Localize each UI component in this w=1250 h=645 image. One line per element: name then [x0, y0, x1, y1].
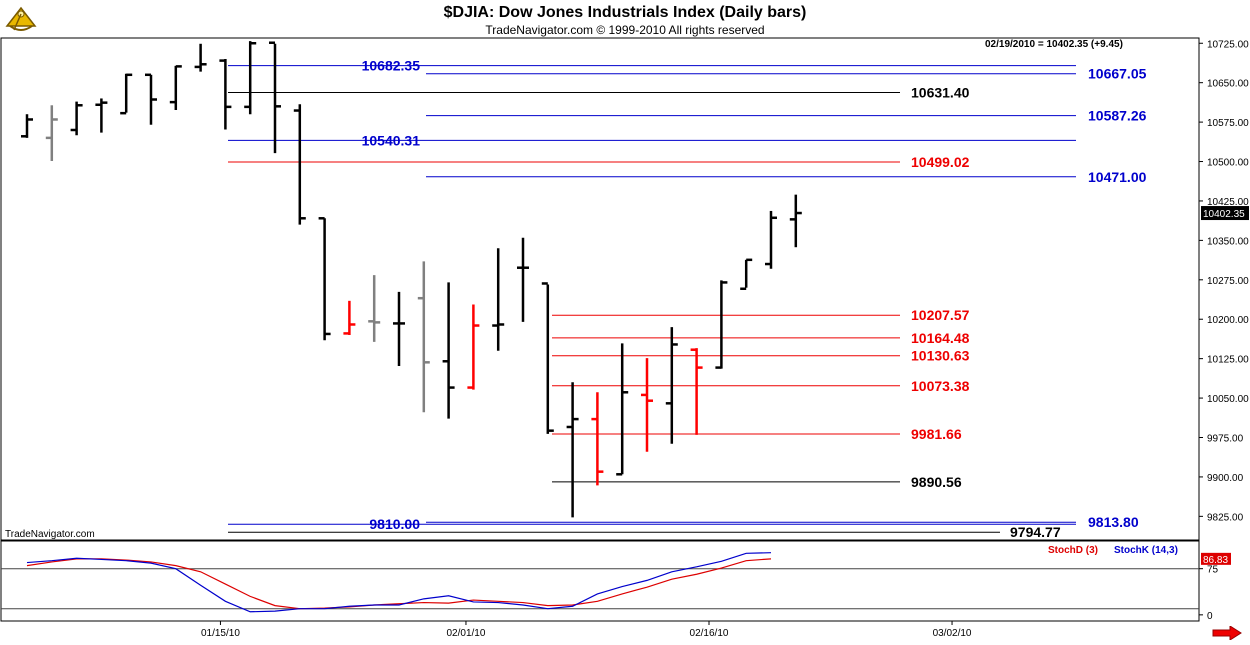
ohlc-bar: [21, 114, 33, 138]
level-label: 9794.77: [1010, 524, 1061, 540]
price-tick-label: 10050.00: [1207, 394, 1249, 405]
ohlc-bar: [765, 210, 777, 269]
sextant-logo-icon: [4, 4, 38, 34]
ohlc-bar: [566, 382, 579, 518]
level-label: 10073.38: [911, 378, 970, 394]
level-label: 10667.05: [1088, 66, 1147, 82]
ohlc-bar: [442, 282, 455, 419]
level-label: 10164.48: [911, 330, 970, 346]
ohlc-bar: [219, 59, 232, 130]
last-price-label: 10402.35: [1203, 209, 1245, 220]
date-tick-label: 03/02/10: [933, 628, 972, 639]
fib-levels: 10682.35 10667.05 10631.40 10587.26 10540.31…: [228, 58, 1147, 540]
next-arrow-icon[interactable]: [1212, 625, 1242, 641]
ohlc-bar: [244, 41, 257, 115]
price-panel-frame: [0, 37, 1200, 541]
ohlc-bar: [45, 105, 58, 162]
ohlc-bar: [641, 358, 653, 452]
ohlc-bar: [318, 217, 331, 341]
ohlc-bar: [541, 282, 554, 434]
stoch-tick-label: 0: [1207, 611, 1213, 622]
level-label: 10207.57: [911, 307, 970, 323]
ohlc-bar: [517, 237, 529, 322]
ohlc-bar: [70, 101, 83, 136]
level-label: 10499.02: [911, 154, 970, 170]
ohlc-bar: [368, 275, 381, 342]
stoch-last-label: 86.83: [1203, 555, 1228, 566]
level-label: 9890.56: [911, 474, 962, 490]
date-axis: 01/15/10 02/01/10 02/16/10 03/02/10: [201, 621, 972, 639]
ohlc-bar: [690, 348, 703, 435]
ohlc-bar: [616, 343, 629, 476]
ohlc-bar: [95, 98, 108, 133]
level-label: 10587.26: [1088, 108, 1147, 124]
level-label: 10130.63: [911, 348, 970, 364]
level-label: 10540.31: [362, 132, 421, 148]
level-label: 9981.66: [911, 426, 962, 442]
ohlc-bar: [293, 104, 306, 225]
price-tick-label: 9900.00: [1207, 473, 1244, 484]
level-label: 10631.40: [911, 84, 970, 100]
price-tick-label: 10200.00: [1207, 315, 1249, 326]
ohlc-bar: [393, 291, 405, 367]
watermark-text: TradeNavigator.com: [5, 529, 95, 540]
ohlc-bar: [591, 392, 604, 486]
price-tick-label: 9975.00: [1207, 433, 1244, 444]
ohlc-bar: [492, 248, 505, 351]
stoch-legend-k: StochK (14,3): [1114, 545, 1178, 556]
stoch-series-line: [26, 558, 772, 610]
ohlc-bar: [789, 194, 802, 248]
price-tick-label: 10500.00: [1207, 158, 1249, 169]
stoch-series-line: [26, 552, 772, 613]
ohlc-bar: [120, 73, 133, 115]
ohlc-bar: [715, 280, 728, 369]
ohlc-bar: [169, 65, 182, 111]
chart-title: $DJIA: Dow Jones Industrials Index (Dail…: [443, 4, 807, 21]
ohlc-bar: [740, 258, 753, 290]
price-tick-label: 10575.00: [1207, 118, 1249, 129]
price-bars: [21, 41, 802, 518]
ohlc-bar: [269, 41, 281, 154]
ohlc-bar: [467, 304, 480, 390]
level-label: 9810.00: [369, 516, 420, 532]
price-tick-label: 10425.00: [1207, 197, 1249, 208]
stoch-last-badge: [1201, 552, 1231, 565]
stoch-tick-label: 75: [1207, 565, 1219, 576]
level-label: 10682.35: [362, 58, 421, 74]
copyright-text: TradeNavigator.com © 1999-2010 All right…: [485, 23, 765, 37]
stoch-panel-frame: [0, 540, 1200, 622]
price-tick-label: 10125.00: [1207, 355, 1249, 366]
ohlc-bar: [145, 73, 157, 125]
date-tick-label: 02/01/10: [446, 628, 485, 639]
ohlc-bar: [665, 327, 678, 444]
price-tick-label: 9825.00: [1207, 512, 1244, 523]
level-label: 10471.00: [1088, 169, 1147, 185]
price-axis: 9825.00 9900.00 9975.00 10050.00 10125.00 102…: [1199, 39, 1249, 523]
last-price-badge: [1201, 206, 1249, 221]
ohlc-bar: [194, 43, 207, 72]
level-label: 9813.80: [1088, 514, 1139, 530]
price-tick-label: 10725.00: [1207, 39, 1249, 50]
ohlc-bar: [417, 261, 430, 413]
ohlc-bar: [343, 300, 356, 335]
last-quote: 02/19/2010 = 10402.35 (+9.45): [985, 39, 1123, 50]
price-tick-label: 10275.00: [1207, 276, 1249, 287]
date-tick-label: 01/15/10: [201, 628, 240, 639]
price-tick-label: 10650.00: [1207, 79, 1249, 90]
stoch-legend-d: StochD (3): [1048, 545, 1098, 556]
stochastic-panel: 0 75 StochD (3) StochK (14,3) 86.83: [1, 545, 1231, 622]
date-tick-label: 02/16/10: [690, 628, 729, 639]
price-tick-label: 10350.00: [1207, 236, 1249, 247]
